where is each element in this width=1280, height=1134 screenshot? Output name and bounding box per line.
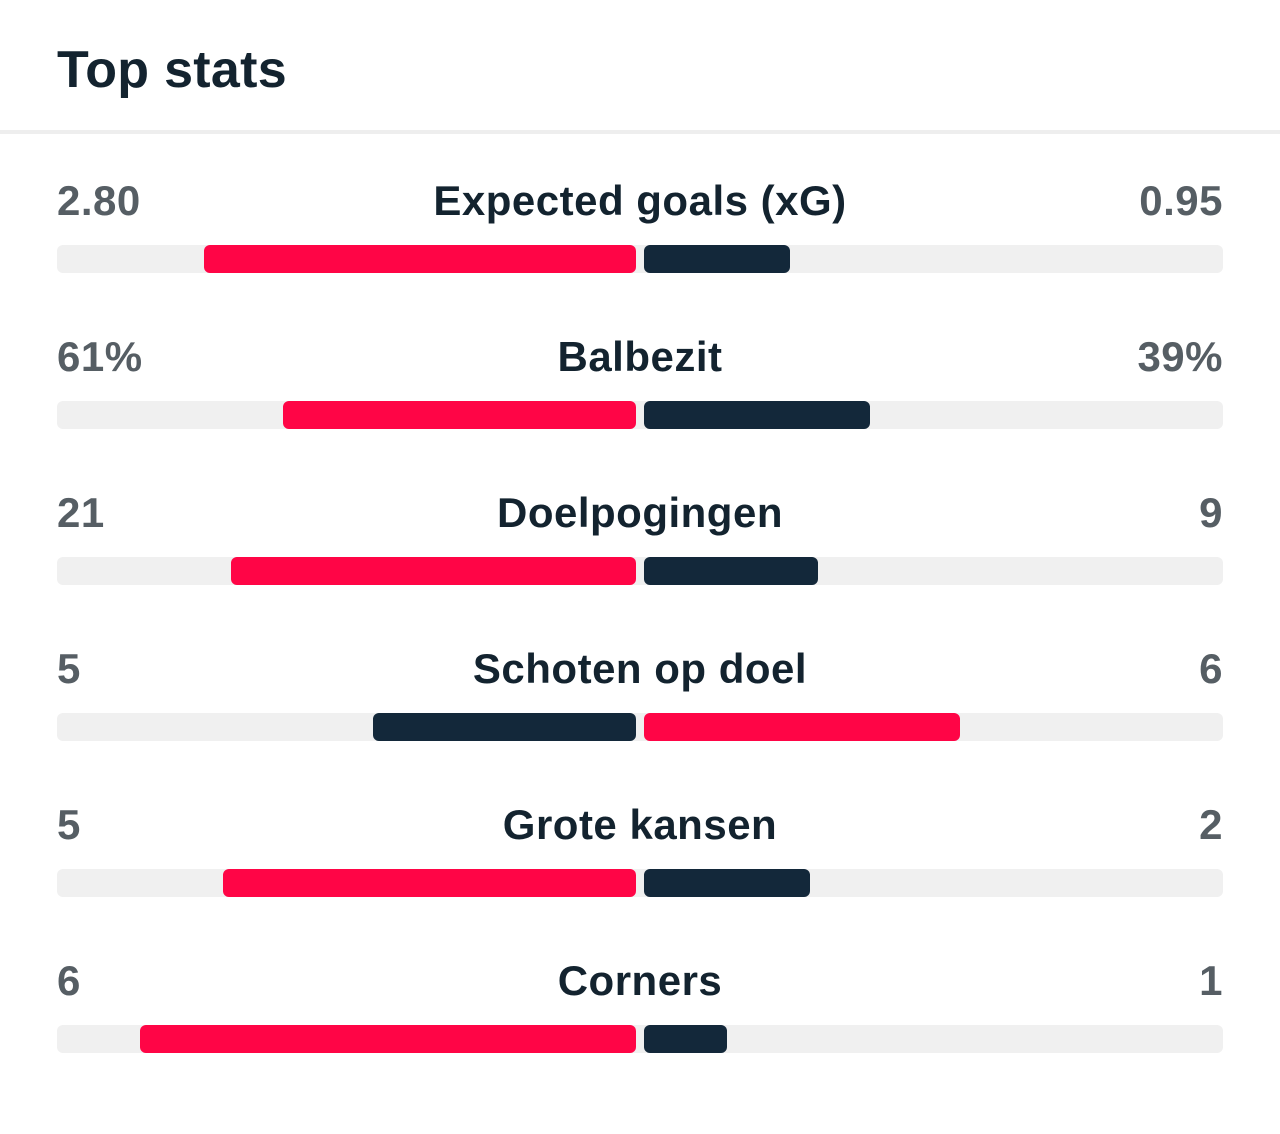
- comparison-bar-track: [57, 713, 1223, 741]
- comparison-bar-track: [57, 557, 1223, 585]
- home-bar: [283, 401, 636, 429]
- away-value: 39%: [1137, 333, 1223, 380]
- home-bar: [204, 245, 636, 273]
- away-value: 2: [1199, 801, 1223, 848]
- away-value: 6: [1199, 645, 1223, 692]
- stat-label: Schoten op doel: [472, 645, 808, 692]
- away-bar: [644, 245, 790, 273]
- away-bar: [644, 1025, 727, 1053]
- comparison-bar-track: [57, 1025, 1223, 1053]
- away-value: 1: [1199, 957, 1223, 1004]
- stat-label: Expected goals (xG): [433, 177, 847, 224]
- home-value: 2.80: [57, 177, 141, 224]
- stats-header: Top stats: [0, 0, 1280, 134]
- stat-row-grote-kansen: 5 Grote kansen 2: [0, 764, 1280, 897]
- home-value: 6: [57, 957, 81, 1004]
- away-bar: [644, 557, 818, 585]
- page-title: Top stats: [57, 41, 287, 99]
- stat-label: Grote kansen: [502, 801, 778, 848]
- comparison-bar-track: [57, 245, 1223, 273]
- home-value: 5: [57, 801, 81, 848]
- stat-label: Doelpogingen: [497, 489, 783, 536]
- stat-row-schoten-op-doel: 5 Schoten op doel 6: [0, 608, 1280, 741]
- comparison-bar-track: [57, 869, 1223, 897]
- home-bar: [231, 557, 636, 585]
- away-bar: [644, 869, 810, 897]
- stat-row-balbezit: 61% Balbezit 39%: [0, 296, 1280, 429]
- home-value: 5: [57, 645, 81, 692]
- home-value: 21: [57, 489, 105, 536]
- away-value: 9: [1199, 489, 1223, 536]
- comparison-bar-track: [57, 401, 1223, 429]
- away-bar: [644, 713, 960, 741]
- home-bar: [140, 1025, 636, 1053]
- away-bar: [644, 401, 870, 429]
- stat-label: Balbezit: [557, 333, 723, 380]
- home-value: 61%: [57, 333, 143, 380]
- away-value: 0.95: [1139, 177, 1223, 224]
- stat-row-expected-goals: 2.80 Expected goals (xG) 0.95: [0, 140, 1280, 273]
- home-bar: [373, 713, 636, 741]
- stat-label: Corners: [557, 957, 723, 1004]
- stat-row-corners: 6 Corners 1: [0, 920, 1280, 1053]
- home-bar: [223, 869, 636, 897]
- stat-row-doelpogingen: 21 Doelpogingen 9: [0, 452, 1280, 585]
